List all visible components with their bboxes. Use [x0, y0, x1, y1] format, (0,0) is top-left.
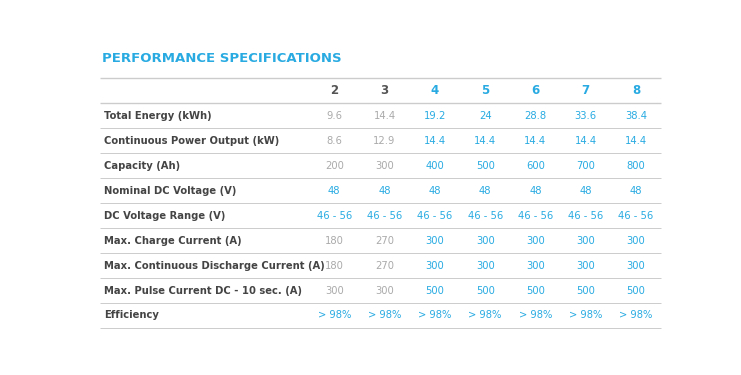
Text: 270: 270 — [375, 261, 394, 270]
Text: 400: 400 — [425, 160, 444, 171]
Text: > 98%: > 98% — [368, 310, 401, 321]
Text: 14.4: 14.4 — [525, 136, 547, 146]
Text: 500: 500 — [425, 285, 445, 296]
Text: 300: 300 — [526, 261, 545, 270]
Text: 46 - 56: 46 - 56 — [316, 211, 352, 220]
Text: 500: 500 — [476, 285, 494, 296]
Text: Max. Pulse Current DC - 10 sec. (A): Max. Pulse Current DC - 10 sec. (A) — [104, 285, 302, 296]
Text: 48: 48 — [428, 186, 441, 196]
Text: 14.4: 14.4 — [373, 111, 396, 121]
Text: 4: 4 — [431, 84, 439, 97]
Text: 48: 48 — [379, 186, 391, 196]
Text: 500: 500 — [526, 285, 545, 296]
Text: 300: 300 — [627, 236, 645, 246]
Text: Max. Continuous Discharge Current (A): Max. Continuous Discharge Current (A) — [104, 261, 325, 270]
Text: 300: 300 — [325, 285, 344, 296]
Text: 2: 2 — [330, 84, 339, 97]
Text: 14.4: 14.4 — [424, 136, 446, 146]
Text: 48: 48 — [529, 186, 542, 196]
Text: 14.4: 14.4 — [625, 136, 647, 146]
Text: 14.4: 14.4 — [474, 136, 496, 146]
Text: 24: 24 — [479, 111, 491, 121]
Text: 46 - 56: 46 - 56 — [417, 211, 453, 220]
Text: 300: 300 — [576, 236, 595, 246]
Text: Capacity (Ah): Capacity (Ah) — [104, 160, 180, 171]
Text: 19.2: 19.2 — [424, 111, 446, 121]
Text: > 98%: > 98% — [418, 310, 451, 321]
Text: > 98%: > 98% — [519, 310, 552, 321]
Text: 12.9: 12.9 — [373, 136, 396, 146]
Text: 3: 3 — [380, 84, 388, 97]
Text: 300: 300 — [576, 261, 595, 270]
Text: 48: 48 — [579, 186, 592, 196]
Text: 600: 600 — [526, 160, 545, 171]
Text: 270: 270 — [375, 236, 394, 246]
Text: 7: 7 — [582, 84, 590, 97]
Text: 180: 180 — [325, 236, 344, 246]
Text: 300: 300 — [375, 160, 394, 171]
Text: > 98%: > 98% — [318, 310, 351, 321]
Text: 500: 500 — [476, 160, 494, 171]
Text: 800: 800 — [627, 160, 645, 171]
Text: Continuous Power Output (kW): Continuous Power Output (kW) — [104, 136, 279, 146]
Text: 180: 180 — [325, 261, 344, 270]
Text: 6: 6 — [531, 84, 539, 97]
Text: 33.6: 33.6 — [575, 111, 597, 121]
Text: 46 - 56: 46 - 56 — [367, 211, 402, 220]
Text: > 98%: > 98% — [569, 310, 602, 321]
Text: 200: 200 — [325, 160, 344, 171]
Text: > 98%: > 98% — [619, 310, 653, 321]
Text: 5: 5 — [481, 84, 489, 97]
Text: 700: 700 — [576, 160, 595, 171]
Text: > 98%: > 98% — [468, 310, 502, 321]
Text: PERFORMANCE SPECIFICATIONS: PERFORMANCE SPECIFICATIONS — [102, 52, 342, 65]
Text: 300: 300 — [425, 261, 444, 270]
Text: 500: 500 — [627, 285, 645, 296]
Text: 48: 48 — [328, 186, 341, 196]
Text: 48: 48 — [630, 186, 642, 196]
Text: Efficiency: Efficiency — [104, 310, 159, 321]
Text: 9.6: 9.6 — [326, 111, 342, 121]
Text: 48: 48 — [479, 186, 491, 196]
Text: 46 - 56: 46 - 56 — [568, 211, 603, 220]
Text: DC Voltage Range (V): DC Voltage Range (V) — [104, 211, 225, 220]
Text: 38.4: 38.4 — [625, 111, 647, 121]
Text: 300: 300 — [627, 261, 645, 270]
Text: Nominal DC Voltage (V): Nominal DC Voltage (V) — [104, 186, 236, 196]
Text: 300: 300 — [375, 285, 394, 296]
Text: 46 - 56: 46 - 56 — [518, 211, 553, 220]
Text: 46 - 56: 46 - 56 — [468, 211, 502, 220]
Text: 28.8: 28.8 — [525, 111, 547, 121]
Text: 14.4: 14.4 — [575, 136, 597, 146]
Text: 300: 300 — [425, 236, 444, 246]
Text: 46 - 56: 46 - 56 — [619, 211, 654, 220]
Text: 8.6: 8.6 — [326, 136, 342, 146]
Text: 300: 300 — [526, 236, 545, 246]
Text: Max. Charge Current (A): Max. Charge Current (A) — [104, 236, 242, 246]
Text: 8: 8 — [632, 84, 640, 97]
Text: 300: 300 — [476, 261, 494, 270]
Text: 300: 300 — [476, 236, 494, 246]
Text: 500: 500 — [576, 285, 595, 296]
Text: Total Energy (kWh): Total Energy (kWh) — [104, 111, 212, 121]
